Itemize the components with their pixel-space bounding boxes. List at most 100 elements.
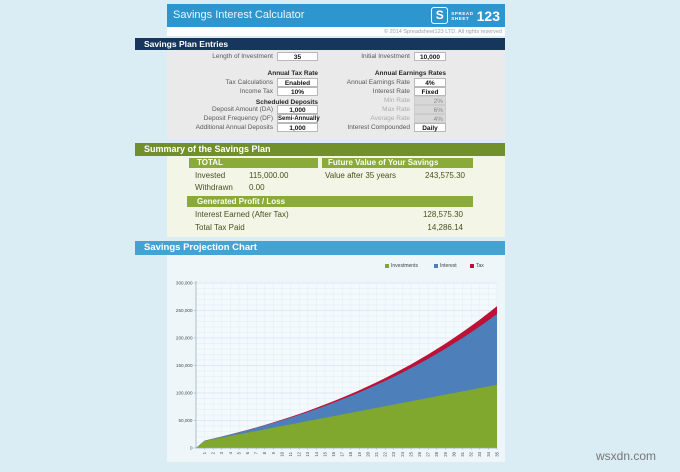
svg-text:3: 3: [219, 451, 224, 454]
withdrawn-value: 0.00: [249, 183, 265, 192]
svg-text:30: 30: [451, 451, 456, 456]
annual-earnings-rates-header-row: Annual Earnings Rates: [167, 69, 505, 78]
logo-wordmark: SPREAD SHEET: [451, 11, 473, 21]
legend-item-interest: Interest: [434, 263, 457, 269]
svg-text:300,000: 300,000: [176, 281, 193, 286]
withdrawn-row: Withdrawn 0.00: [167, 183, 505, 193]
svg-text:27: 27: [426, 451, 431, 456]
logo-sheet-text: SHEET: [451, 15, 470, 21]
copyright-text: © 2014 Spreadsheet123 LTD. All rights re…: [384, 28, 502, 35]
svg-text:25: 25: [408, 451, 413, 456]
withdrawn-label: Withdrawn: [195, 183, 233, 192]
interest-legend-label: Interest: [440, 263, 457, 269]
svg-text:11: 11: [288, 451, 293, 456]
row-additional-annual-deposits: Additional Annual Deposits 1,000: [167, 123, 505, 132]
svg-text:12: 12: [297, 451, 302, 456]
invested-label: Invested: [195, 171, 226, 180]
svg-text:2: 2: [211, 451, 216, 454]
scheduled-deposits-header: Scheduled Deposits: [255, 99, 318, 106]
total-header-bar: TOTAL: [189, 158, 318, 168]
tax-legend-label: Tax: [476, 263, 484, 269]
annual-tax-rate-header: Annual Tax Rate: [267, 70, 318, 77]
logo-spread-text: SPREAD: [451, 10, 474, 16]
svg-text:13: 13: [305, 451, 310, 456]
profit-loss-header-bar: Generated Profit / Loss: [187, 196, 473, 207]
tax-calculations-label: Tax Calculations: [225, 79, 273, 86]
income-tax-input[interactable]: 10%: [277, 87, 318, 96]
svg-text:5: 5: [236, 451, 241, 454]
deposit-amount-input[interactable]: 1,000: [277, 105, 318, 114]
legend-item-tax: Tax: [470, 263, 484, 269]
interest-earned-value: 128,575.30: [422, 210, 463, 219]
min-rate-field-disabled: 2%: [414, 96, 446, 105]
svg-text:150,000: 150,000: [176, 363, 193, 368]
svg-text:50,000: 50,000: [178, 418, 192, 423]
length-of-investment-label: Length of Investment: [212, 53, 273, 60]
chart-panel: Investments Interest Tax 0 50,000 100,000 1…: [167, 255, 505, 462]
svg-text:31: 31: [460, 451, 465, 456]
average-rate-label: Average Rate: [370, 115, 410, 122]
tax-legend-swatch: [470, 264, 474, 268]
interest-compounded-input[interactable]: Daily: [414, 123, 446, 132]
initial-investment-input[interactable]: 10,000: [414, 52, 446, 61]
row-deposit-frequency: Deposit Frequency (DF) Semi-Annually: [167, 114, 505, 123]
investments-legend-swatch: [385, 264, 389, 268]
spreadsheet123-logo: S SPREAD SHEET 123: [431, 7, 500, 24]
row-max-rate: Max Rate 6%: [167, 105, 505, 114]
svg-text:20: 20: [365, 451, 370, 456]
row-interest-rate: Interest Rate Fixed: [167, 87, 505, 96]
svg-text:22: 22: [383, 451, 388, 456]
future-value-header-bar: Future Value of Your Savings: [322, 158, 473, 168]
total-tax-value: 14,286.14: [427, 223, 463, 232]
logo-s-icon: S: [431, 7, 449, 24]
svg-text:4: 4: [228, 451, 233, 454]
svg-text:14: 14: [314, 451, 319, 456]
svg-text:26: 26: [417, 451, 422, 456]
deposit-frequency-input[interactable]: Semi-Annually: [277, 114, 320, 123]
invested-row: Invested 115,000.00 Value after 35 years…: [167, 171, 505, 181]
svg-text:250,000: 250,000: [176, 308, 193, 313]
svg-text:19: 19: [357, 451, 362, 456]
svg-text:16: 16: [331, 451, 336, 456]
svg-text:24: 24: [400, 451, 405, 456]
row-income-tax: Income Tax 10%: [167, 87, 505, 96]
min-rate-label: Min Rate: [383, 97, 410, 104]
tax-calculations-input[interactable]: Enabled: [277, 78, 318, 87]
interest-compounded-label: Interest Compounded: [347, 124, 410, 131]
row-initial-investment: Initial Investment 10,000: [167, 52, 505, 61]
deposit-frequency-label: Deposit Frequency (DF): [203, 115, 273, 122]
annual-earnings-rate-label: Annual Earnings Rate: [346, 79, 410, 86]
initial-investment-label: Initial Investment: [361, 53, 410, 60]
average-rate-field-disabled: 4%: [414, 114, 446, 123]
max-rate-label: Max Rate: [382, 106, 410, 113]
svg-text:21: 21: [374, 451, 379, 456]
svg-text:9: 9: [271, 451, 276, 454]
row-min-rate: Min Rate 2%: [167, 96, 505, 105]
annual-earnings-rate-input[interactable]: 4%: [414, 78, 446, 87]
svg-text:33: 33: [477, 451, 482, 456]
svg-text:10: 10: [279, 451, 284, 456]
additional-annual-deposits-label: Additional Annual Deposits: [195, 124, 273, 131]
svg-text:18: 18: [348, 451, 353, 456]
svg-text:1: 1: [202, 451, 207, 454]
summary-panel: TOTAL Future Value of Your Savings Inves…: [167, 156, 505, 237]
page-title: Savings Interest Calculator: [173, 9, 305, 21]
svg-text:8: 8: [262, 451, 267, 454]
income-tax-label: Income Tax: [239, 88, 273, 95]
entries-panel: Length of Investment 35 Annual Tax Rate …: [167, 50, 505, 140]
additional-annual-deposits-input[interactable]: 1,000: [277, 123, 318, 132]
row-tax-calculations: Tax Calculations Enabled: [167, 78, 505, 87]
section-header-chart: Savings Projection Chart: [135, 241, 505, 255]
svg-text:100,000: 100,000: [176, 391, 193, 396]
interest-rate-input[interactable]: Fixed: [414, 87, 446, 96]
row-length-of-investment: Length of Investment 35: [167, 52, 505, 61]
section-header-summary: Summary of the Savings Plan: [135, 143, 505, 156]
svg-text:0: 0: [190, 446, 193, 451]
svg-text:29: 29: [443, 451, 448, 456]
length-of-investment-input[interactable]: 35: [277, 52, 318, 61]
row-annual-earnings-rate: Annual Earnings Rate 4%: [167, 78, 505, 87]
svg-text:28: 28: [434, 451, 439, 456]
total-tax-label: Total Tax Paid: [195, 223, 245, 232]
row-interest-compounded: Interest Compounded Daily: [167, 123, 505, 132]
